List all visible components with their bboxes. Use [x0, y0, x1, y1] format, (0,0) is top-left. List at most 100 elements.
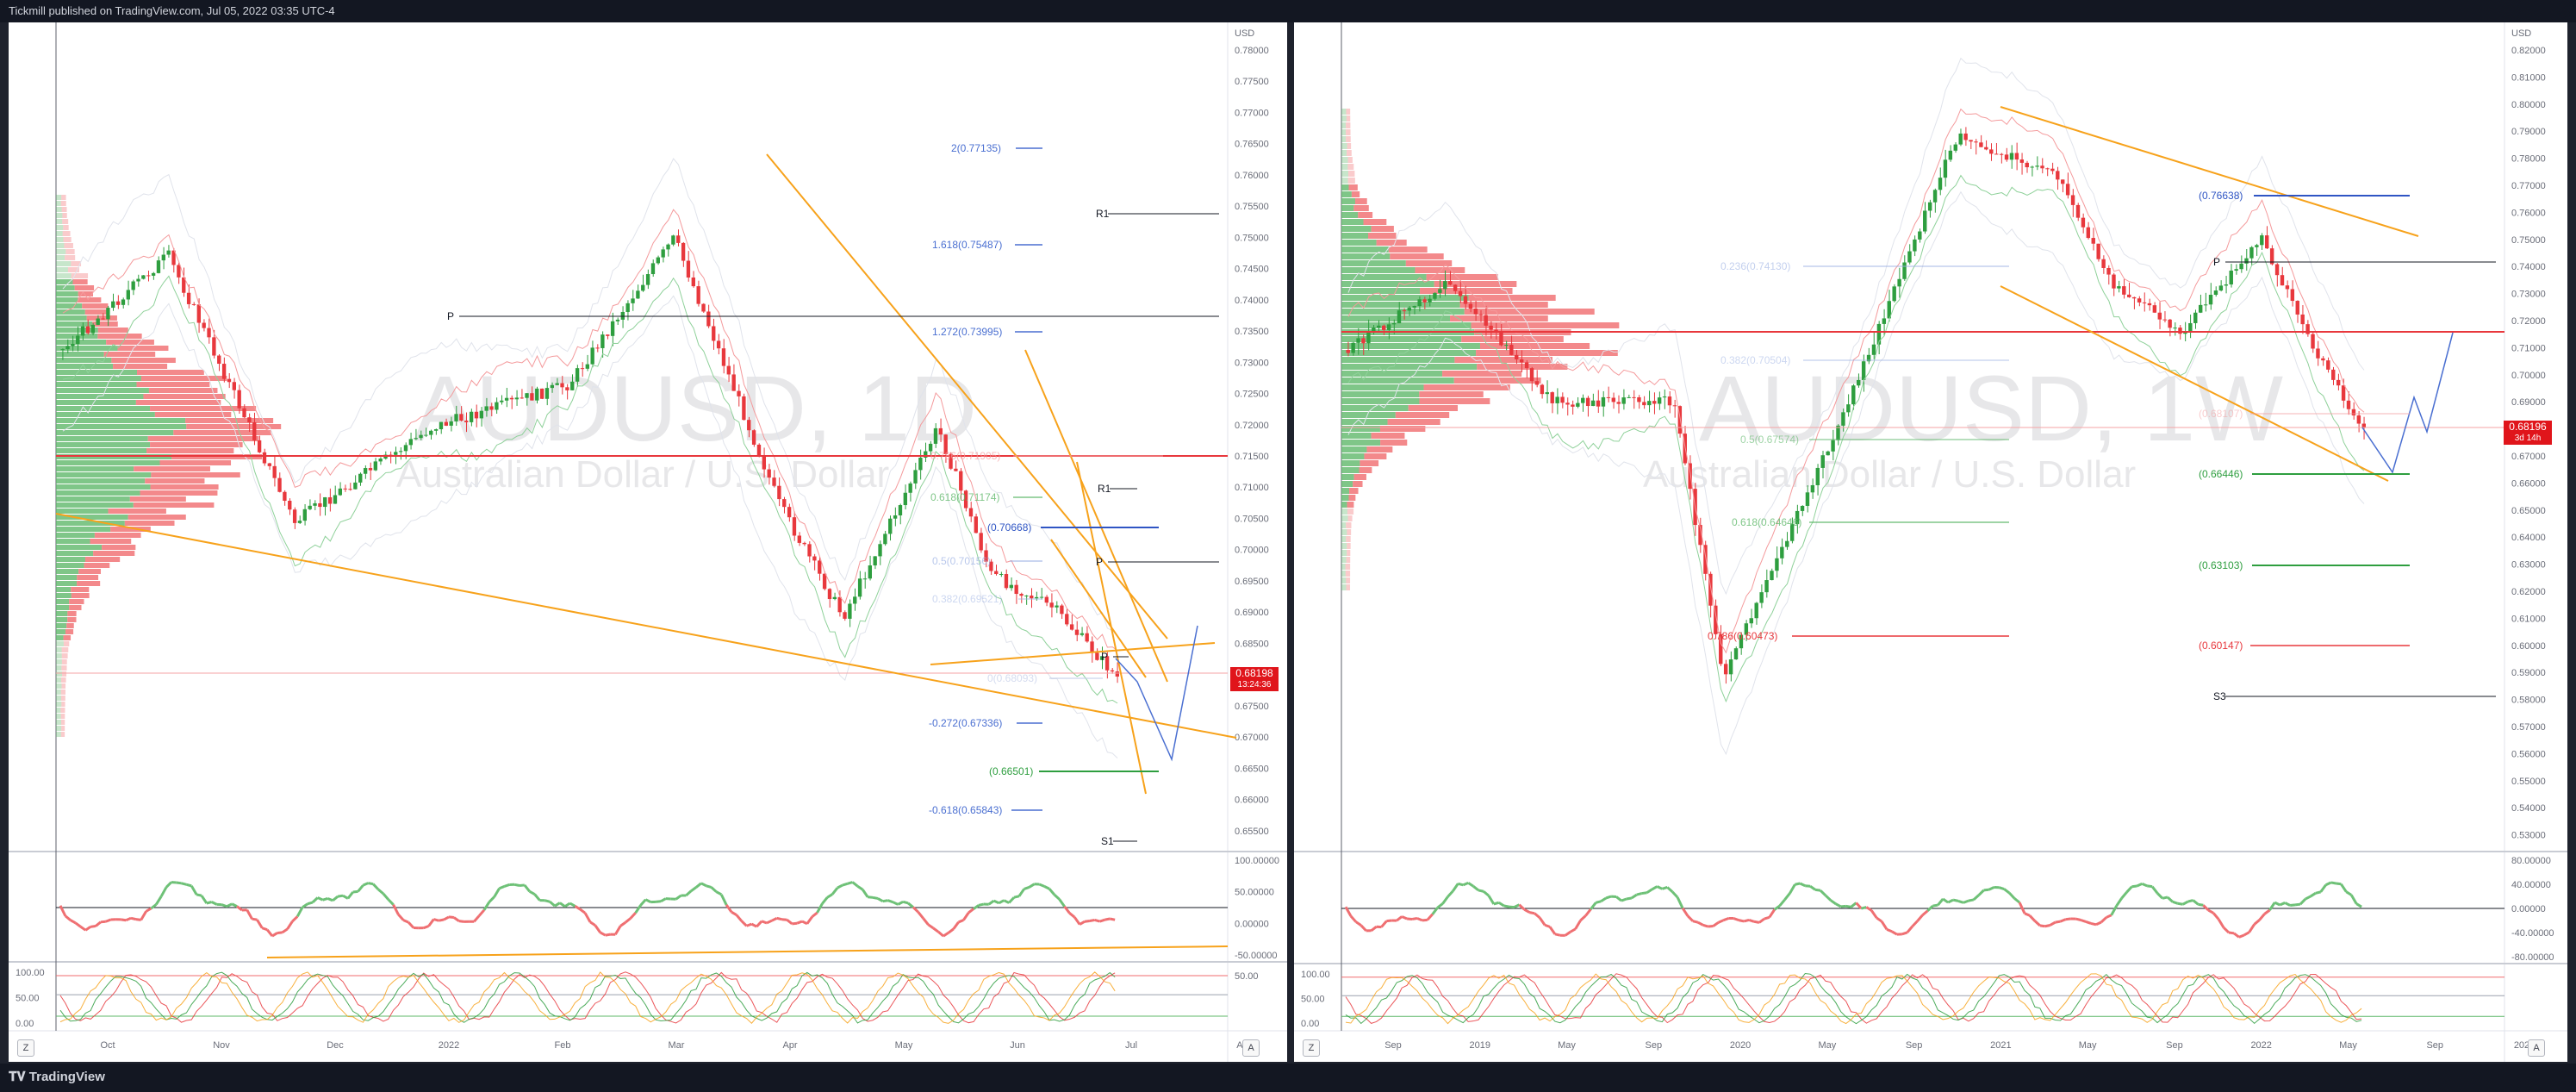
stoch-tick-label: 50.00: [16, 994, 40, 1004]
candle-body: [1576, 402, 1580, 407]
left-auto-scale-button[interactable]: A: [1242, 1039, 1260, 1057]
right-auto-scale-button[interactable]: A: [2528, 1039, 2545, 1057]
volume-profile-bar: [1346, 109, 1351, 115]
candle-body: [787, 507, 792, 518]
right-chart-pane[interactable]: AUDUSD, 1W Australian Dollar / U.S. Doll…: [1294, 22, 2567, 1062]
volume-profile-bar: [111, 358, 176, 363]
volume-profile-bar: [1341, 522, 1347, 528]
candle-body: [606, 334, 610, 336]
rsi-segment: [1013, 895, 1020, 899]
candle-body: [373, 461, 377, 471]
left-chart-canvas[interactable]: USD 0.78000 0.77500 0.77000 0.76500 0.76000 0.…: [9, 22, 1287, 1062]
rsi-segment: [1058, 898, 1066, 908]
candle-body: [807, 544, 812, 557]
candle-body: [363, 468, 368, 474]
price-tick-label: 0.61000: [2511, 614, 2546, 624]
rsi-segment: [291, 915, 299, 923]
candle-body: [641, 284, 645, 291]
candle-body: [782, 499, 787, 508]
volume-profile-bar: [1341, 136, 1347, 142]
candle-body: [2316, 348, 2320, 359]
candle-body: [1953, 144, 1957, 151]
candle-body: [1499, 331, 1503, 346]
volume-profile-bar: [56, 490, 140, 496]
rsi-tick-label: -80.00000: [2511, 952, 2554, 963]
candle-body: [1540, 384, 1545, 395]
candle-body: [232, 382, 236, 390]
candle-body: [2280, 275, 2285, 286]
left-chart-pane[interactable]: AUDUSD, 1D Australian Dollar / U.S. Doll…: [9, 22, 1287, 1062]
candle-body: [489, 406, 494, 410]
volume-profile-bar: [1341, 336, 1462, 342]
price-tick-label: 0.75500: [1235, 202, 1269, 212]
candle-body: [731, 374, 736, 391]
time-tick-label: Jul: [1125, 1040, 1137, 1051]
rsi-segment: [1094, 919, 1100, 923]
candle-body: [580, 368, 585, 370]
right-chart-canvas[interactable]: USD 0.82000 0.81000 0.80000 0.79000 0.78000 0.…: [1294, 22, 2567, 1062]
rsi-segment: [2181, 900, 2189, 906]
candle-body: [1391, 323, 1397, 325]
volume-profile-bar: [1395, 412, 1450, 418]
candle-body: [1647, 401, 1652, 406]
volume-profile-bar: [56, 376, 141, 381]
rsi-segment: [1063, 905, 1071, 914]
candle-body: [2193, 312, 2198, 323]
time-tick-label: Dec: [327, 1040, 344, 1051]
volume-profile-bar: [1341, 564, 1346, 570]
candle-body: [394, 452, 398, 455]
pivot-label: R1: [1098, 483, 1111, 495]
candle-body: [2341, 385, 2346, 401]
volume-profile-bar: [124, 521, 175, 526]
candle-body: [1085, 633, 1089, 642]
rsi-segment: [740, 920, 748, 927]
volume-profile-bar: [1353, 474, 1366, 480]
volume-profile-bar: [56, 358, 112, 363]
rsi-segment: [1590, 902, 1597, 910]
right-zoom-z-button[interactable]: Z: [1303, 1039, 1320, 1057]
time-tick-label: May: [1558, 1040, 1576, 1051]
candle-body: [403, 445, 408, 452]
rsi-segment: [1386, 919, 1392, 923]
volume-profile-bar: [1341, 391, 1420, 397]
rsi-segment: [221, 903, 227, 908]
candle-body: [1719, 633, 1723, 665]
volume-profile-bar: [1341, 191, 1352, 197]
candle-body: [2096, 243, 2100, 259]
rsi-segment: [302, 902, 308, 908]
left-zoom-z-button[interactable]: Z: [17, 1039, 34, 1057]
candle-body: [60, 349, 65, 351]
volume-profile-bar: [56, 328, 98, 333]
candle-body: [146, 275, 151, 277]
candle-body: [575, 368, 580, 382]
candle-body: [2091, 238, 2095, 244]
volume-profile-bar: [147, 436, 259, 441]
volume-profile-bar: [1420, 288, 1513, 294]
time-tick-label: 2021: [1990, 1040, 2011, 1051]
candle-body: [2255, 245, 2259, 247]
rsi-segment: [2039, 924, 2045, 928]
candle-body: [974, 516, 978, 534]
price-tick-label: 0.79000: [2511, 127, 2546, 137]
rsi-segment: [2207, 908, 2214, 914]
candle-body: [1080, 633, 1084, 635]
volume-profile-bar: [1347, 143, 1352, 149]
rsi-segment: [1538, 916, 1546, 927]
candle-body: [1963, 133, 1968, 140]
volume-profile-bar: [56, 315, 87, 321]
rsi-segment: [978, 902, 985, 907]
candle-body: [76, 335, 80, 344]
volume-profile-bar: [56, 478, 146, 484]
volume-profile-bar: [1341, 226, 1372, 232]
rsi-segment: [1370, 926, 1378, 932]
candle-body: [474, 411, 479, 419]
candle-body: [928, 443, 933, 452]
stoch-tick-label: 100.00: [16, 968, 45, 978]
candle-body: [2168, 319, 2172, 328]
candle-body: [115, 301, 121, 305]
price-tick-label: 0.60000: [2511, 641, 2546, 652]
rsi-segment: [1651, 885, 1658, 891]
candle-body: [2162, 319, 2167, 321]
volume-profile-bar: [1341, 246, 1389, 253]
candle-body: [111, 301, 115, 309]
